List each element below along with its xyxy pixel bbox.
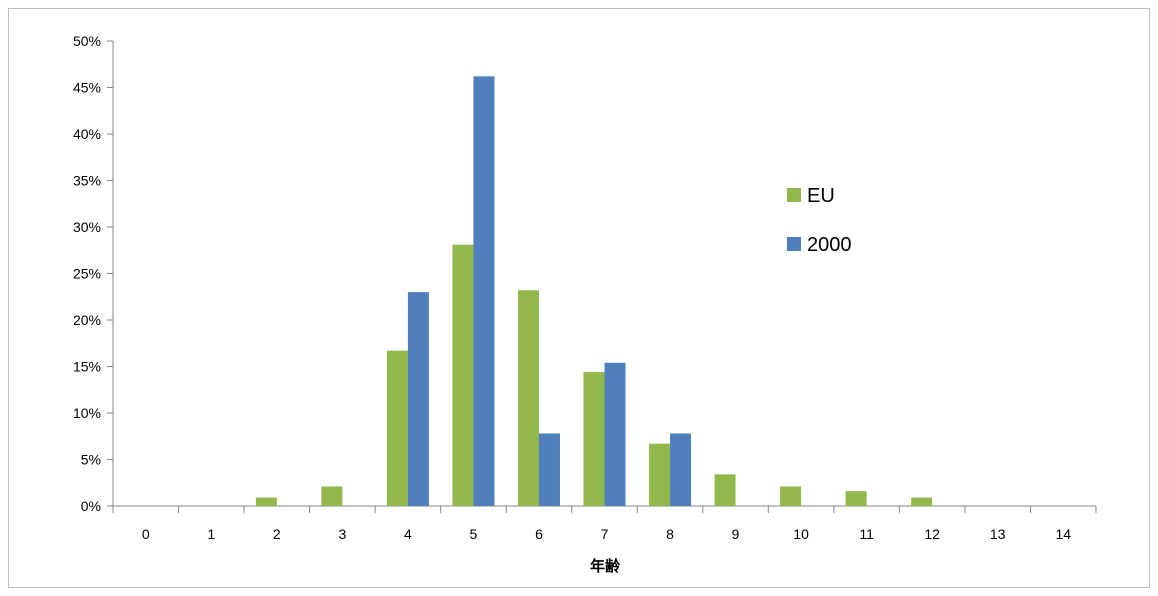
bar-eu-2 xyxy=(255,497,277,506)
y-tick-label: 0% xyxy=(81,498,101,514)
y-tick-label: 50% xyxy=(73,33,101,49)
x-tick-label: 10 xyxy=(793,526,809,542)
x-tick-label: 3 xyxy=(338,526,346,542)
x-tick-label: 4 xyxy=(404,526,412,542)
x-axis: 0 1 2 3 4 5 6 7 8 9 10 11 12 13 14 xyxy=(112,505,1097,542)
y-tick-label: 30% xyxy=(73,219,101,235)
x-tick-label: 2 xyxy=(273,526,281,542)
y-tick-label: 40% xyxy=(73,126,101,142)
y-tick-label: 20% xyxy=(73,312,101,328)
x-tick-label: 8 xyxy=(666,526,674,542)
bar-2000-5 xyxy=(473,76,495,506)
x-tick-label: 9 xyxy=(732,526,740,542)
y-axis: 0% 5% 10% 15% 20% 25% 30% 35% 40% 45% 50% xyxy=(73,33,114,514)
legend-label-2000: 2000 xyxy=(807,234,852,256)
x-tick-label: 7 xyxy=(601,526,609,542)
y-tick-label: 5% xyxy=(81,452,101,468)
bar-2000-7 xyxy=(604,362,626,506)
bar-2000-8 xyxy=(670,433,692,506)
y-tick-label: 45% xyxy=(73,80,101,96)
bars xyxy=(255,76,933,507)
x-tick-label: 14 xyxy=(1055,526,1071,542)
x-tick-label: 0 xyxy=(142,526,150,542)
bar-2000-6 xyxy=(538,433,560,506)
x-tick-label: 6 xyxy=(535,526,543,542)
bar-eu-6 xyxy=(517,290,539,506)
bar-eu-7 xyxy=(583,372,605,506)
legend: EU 2000 xyxy=(787,185,852,256)
bar-eu-5 xyxy=(452,244,474,507)
legend-swatch-2000 xyxy=(787,237,801,251)
bar-eu-10 xyxy=(780,486,802,506)
y-tick-label: 35% xyxy=(73,173,101,189)
bar-eu-9 xyxy=(714,474,736,506)
x-tick-label: 1 xyxy=(207,526,215,542)
x-tick-label: 11 xyxy=(859,526,874,542)
y-tick-label: 15% xyxy=(73,359,101,375)
chart-frame xyxy=(8,8,1150,588)
bar-2000-4 xyxy=(407,292,429,506)
legend-swatch-eu xyxy=(787,188,801,202)
legend-label-eu: EU xyxy=(807,185,835,207)
bar-eu-8 xyxy=(649,443,671,506)
y-tick-label: 10% xyxy=(73,405,101,421)
x-axis-title: 年齢 xyxy=(590,557,621,575)
y-tick-label: 25% xyxy=(73,266,101,282)
bar-eu-4 xyxy=(386,350,408,506)
x-tick-label: 12 xyxy=(924,526,940,542)
x-tick-label: 13 xyxy=(990,526,1006,542)
bar-eu-12 xyxy=(911,497,933,506)
bar-eu-3 xyxy=(321,486,343,506)
bar-eu-11 xyxy=(845,491,867,506)
x-tick-label: 5 xyxy=(470,526,478,542)
